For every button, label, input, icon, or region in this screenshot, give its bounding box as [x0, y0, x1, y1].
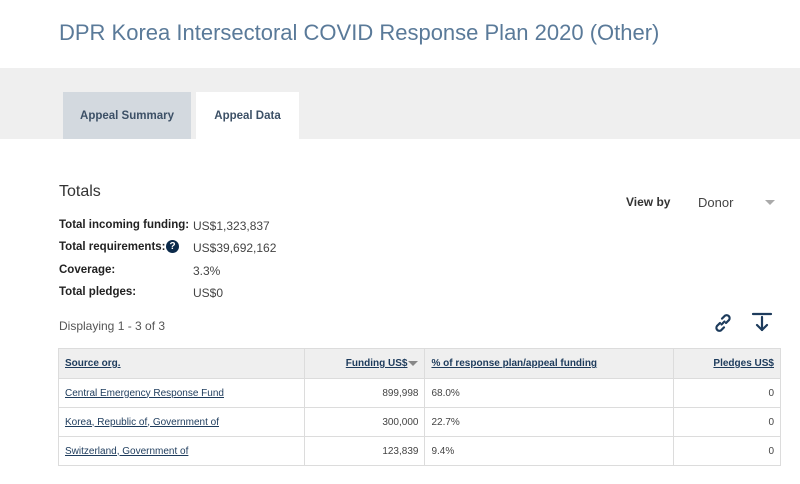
question-circle-icon[interactable]: ?	[166, 240, 179, 253]
column-header-source-org[interactable]: Source org.	[58, 348, 305, 379]
tab-appeal-summary[interactable]: Appeal Summary	[63, 92, 191, 139]
total-pledges-value: US$0	[193, 286, 224, 300]
source-org-link[interactable]: Switzerland, Government of	[65, 445, 189, 457]
table-row: Switzerland, Government of 123,839 9.4% …	[58, 436, 781, 466]
link-icon[interactable]	[712, 312, 734, 334]
cell-percent: 68.0%	[424, 378, 675, 408]
cell-source: Switzerland, Government of	[58, 436, 305, 466]
tab-appeal-data[interactable]: Appeal Data	[196, 92, 299, 139]
total-pledges-label: Total pledges:	[59, 286, 137, 298]
coverage-label: Coverage:	[59, 264, 116, 276]
page-title: DPR Korea Intersectoral COVID Response P…	[59, 20, 660, 45]
view-by-label: View by	[626, 195, 671, 209]
source-org-link[interactable]: Central Emergency Response Fund	[65, 387, 224, 399]
total-requirements-value: US$39,692,162	[193, 241, 277, 255]
cell-percent: 22.7%	[424, 407, 675, 437]
table-header-row: Source org. Funding US$ % of response pl…	[58, 348, 781, 379]
cell-funding: 123,839	[303, 436, 426, 466]
download-icon[interactable]	[751, 311, 773, 333]
chevron-down-icon	[765, 199, 775, 205]
total-requirements-label: Total requirements:	[59, 241, 166, 253]
table-row: Central Emergency Response Fund 899,998 …	[58, 378, 781, 408]
cell-funding: 899,998	[303, 378, 426, 408]
totals-heading: Totals	[59, 183, 101, 200]
cell-funding: 300,000	[303, 407, 426, 437]
column-header-funding[interactable]: Funding US$	[303, 348, 426, 379]
funding-table: Source org. Funding US$ % of response pl…	[58, 348, 781, 466]
total-incoming-funding-value: US$1,323,837	[193, 219, 270, 233]
results-count: Displaying 1 - 3 of 3	[59, 319, 166, 333]
cell-percent: 9.4%	[424, 436, 675, 466]
cell-pledges: 0	[673, 378, 781, 408]
column-header-pledges[interactable]: Pledges US$	[673, 348, 781, 379]
cell-pledges: 0	[673, 407, 781, 437]
sort-desc-icon	[408, 360, 419, 366]
cell-pledges: 0	[673, 436, 781, 466]
source-org-link[interactable]: Korea, Republic of, Government of	[65, 416, 219, 428]
total-incoming-funding-label: Total incoming funding:	[59, 219, 190, 231]
column-header-funding-label: Funding US$	[345, 358, 408, 369]
cell-source: Korea, Republic of, Government of	[58, 407, 305, 437]
view-by-select[interactable]: Donor	[690, 191, 778, 213]
coverage-value: 3.3%	[193, 264, 221, 278]
cell-source: Central Emergency Response Fund	[58, 378, 305, 408]
table-row: Korea, Republic of, Government of 300,00…	[58, 407, 781, 437]
view-by-selected-value: Donor	[698, 194, 734, 210]
column-header-percent-funding[interactable]: % of response plan/appeal funding	[424, 348, 675, 379]
